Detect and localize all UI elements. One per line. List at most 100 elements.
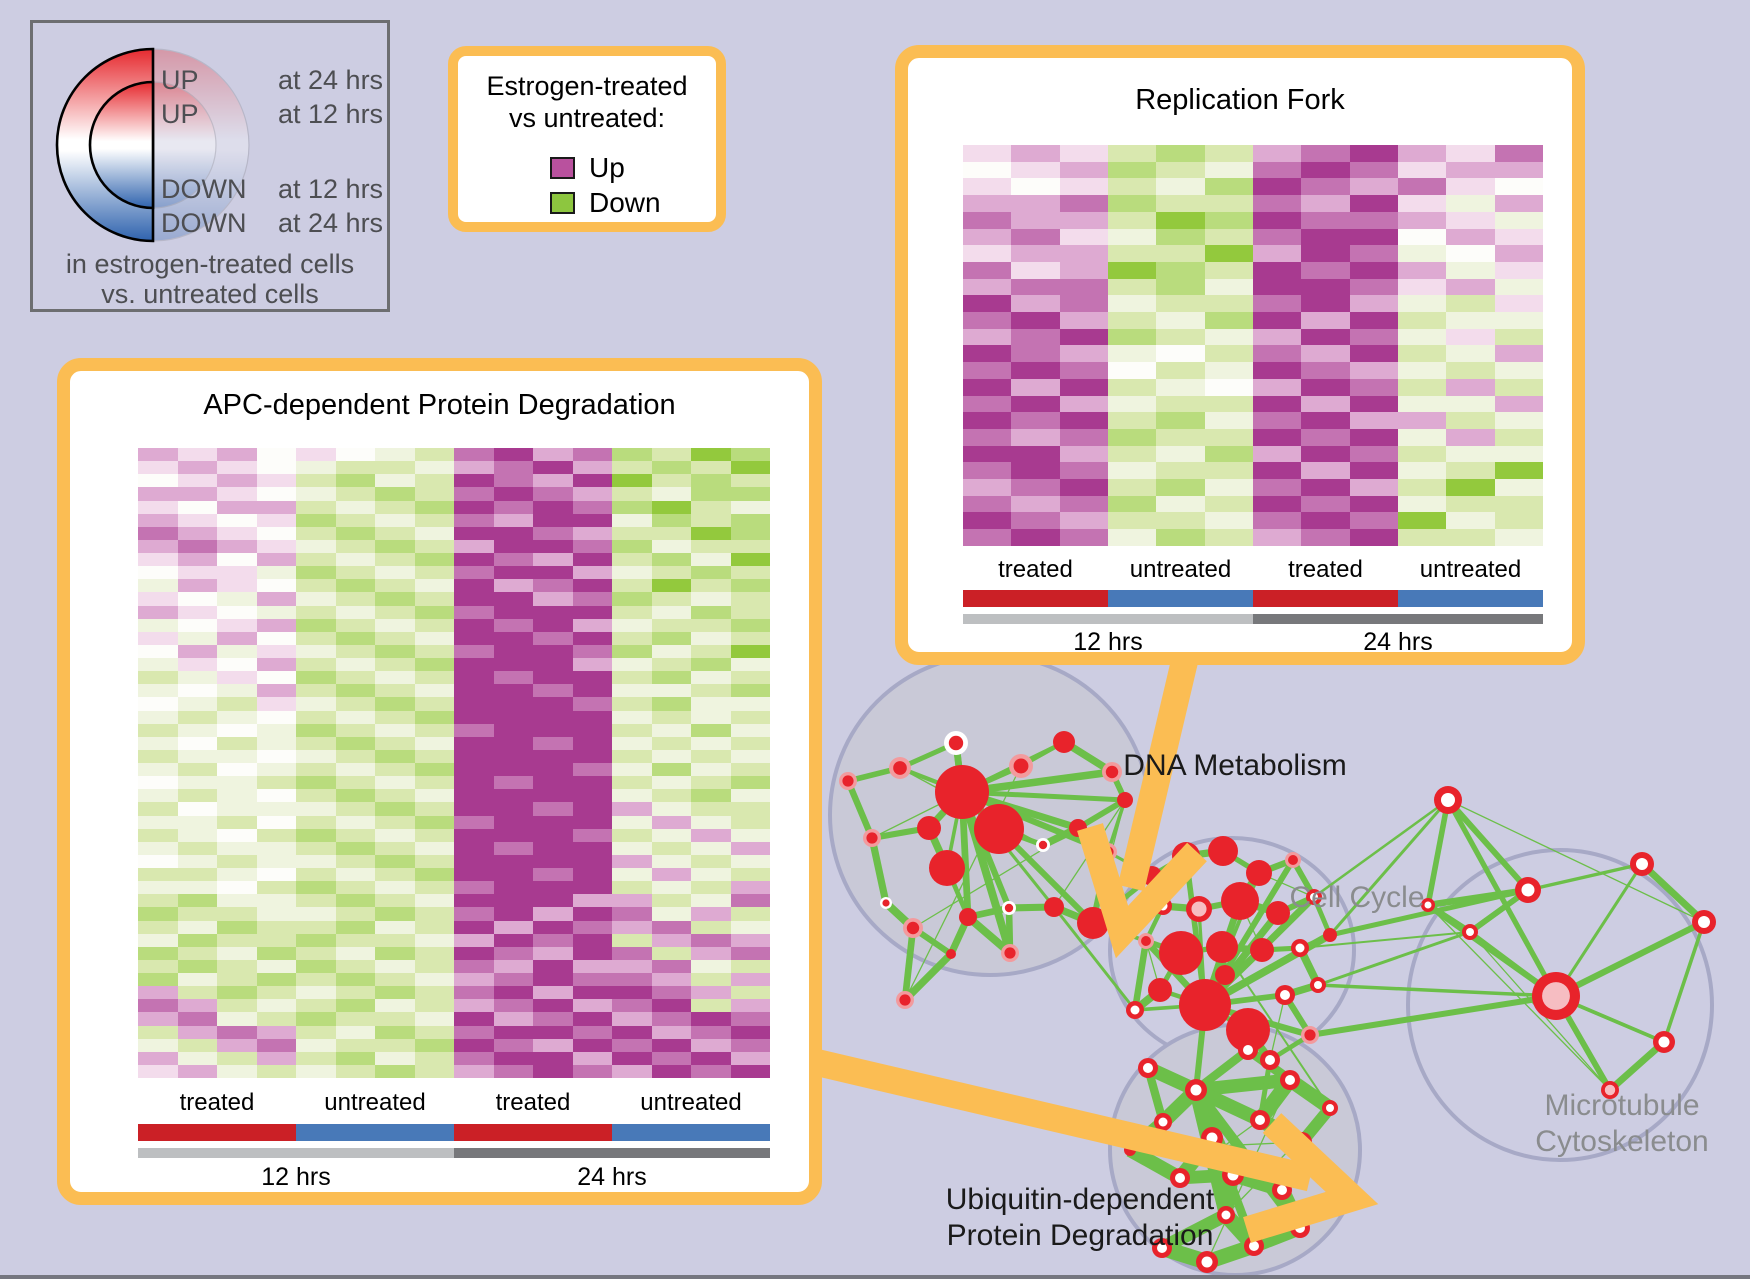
heatmap-cell	[1204, 412, 1253, 429]
network-edge	[1221, 944, 1263, 953]
heatmap-cell	[296, 513, 336, 527]
condition-label: untreated	[1419, 556, 1522, 583]
network-edge	[960, 763, 1023, 795]
heatmap-cell	[612, 592, 652, 606]
heatmap-cell	[138, 1025, 178, 1039]
network-edge	[1299, 933, 1331, 950]
heatmap-cell	[335, 1025, 375, 1039]
heatmap-row	[138, 1051, 770, 1065]
heatmap-cell	[256, 710, 296, 724]
network-edge	[1008, 903, 1055, 912]
heatmap-cell	[1252, 529, 1302, 546]
heatmap-cell	[493, 894, 533, 908]
node-solid	[1148, 978, 1172, 1002]
heatmap-cell	[138, 723, 178, 737]
heatmap-cell	[1446, 512, 1495, 530]
node-ring	[1185, 1079, 1207, 1101]
heatmap-cell	[1446, 145, 1495, 162]
heatmap-cell	[138, 1038, 178, 1052]
heatmap-cell	[572, 684, 612, 698]
heatmap-cell	[217, 1038, 257, 1052]
network-edge	[846, 780, 874, 839]
node-core	[1314, 981, 1322, 989]
heatmap-cell	[454, 461, 494, 475]
heatmap-cell	[1011, 245, 1060, 262]
heatmap-cell	[1494, 462, 1543, 480]
heatmap-cell	[730, 1051, 770, 1065]
heatmap-row	[963, 378, 1543, 396]
heatmap-cell	[533, 644, 573, 658]
network-edge	[1183, 855, 1208, 1006]
network-edge	[959, 790, 1012, 910]
heatmap-cell	[612, 1025, 652, 1039]
network-edge	[1555, 994, 1665, 1044]
heatmap-cell	[1397, 261, 1447, 279]
heatmap-cell	[138, 999, 178, 1013]
heatmap-cell	[138, 684, 178, 698]
heatmap-cell	[414, 959, 454, 973]
heatmap-cell	[1446, 211, 1495, 229]
heatmap-cell	[375, 959, 415, 973]
heatmap-cell	[1059, 211, 1108, 229]
heatmap-row	[138, 736, 770, 750]
heatmap-cell	[177, 802, 217, 816]
heatmap-cell	[572, 539, 612, 553]
heatmap-cell	[256, 868, 296, 882]
heatmap-cell	[963, 512, 1012, 530]
network-edge	[1317, 983, 1557, 998]
heatmap-cell	[454, 1064, 494, 1078]
heatmap-cell	[572, 631, 612, 645]
heatmap-cell	[217, 789, 257, 803]
heatmap-row	[138, 986, 770, 1000]
heatmap-cell	[454, 487, 494, 501]
heatmap-cell	[1107, 228, 1157, 246]
network-edge	[1201, 899, 1244, 1007]
heatmap-cell	[256, 841, 296, 855]
heatmap-cell	[1156, 428, 1205, 446]
heatmap-cell	[1252, 495, 1302, 513]
heatmap-cell	[1301, 462, 1350, 480]
heatmap-cell	[1252, 462, 1302, 480]
heatmap-cell	[256, 684, 296, 698]
condition-bar	[963, 590, 1108, 607]
heatmap-cell	[296, 1064, 336, 1078]
label-dna-metabolism: DNA Metabolism	[1123, 749, 1347, 782]
heatmap-row	[138, 815, 770, 829]
heatmap-cell	[296, 684, 336, 698]
heatmap-cell	[572, 841, 612, 855]
heatmap-cell	[177, 894, 217, 908]
heatmap-cell	[691, 566, 731, 580]
network-edge	[1193, 1083, 1263, 1127]
heatmap-cell	[1446, 345, 1495, 363]
heatmap-cell	[572, 526, 612, 540]
heatmap-cell	[217, 618, 257, 632]
heatmap-cell	[1059, 245, 1108, 262]
label-microtubule-cytoskeleton-line1: Microtubule	[1544, 1089, 1700, 1122]
heatmap-cell	[691, 1051, 731, 1065]
heatmap-cell	[375, 618, 415, 632]
heatmap-cell	[414, 566, 454, 580]
heatmap-cell	[1397, 529, 1447, 546]
network-edge	[1256, 1077, 1294, 1123]
time-bar	[454, 1148, 770, 1158]
heatmap-cell	[414, 933, 454, 947]
heatmap-cell	[1204, 278, 1253, 296]
heatmap-cell	[375, 986, 415, 1000]
heatmap-row	[963, 312, 1543, 329]
heatmap-cell	[375, 710, 415, 724]
heatmap-cell	[256, 513, 296, 527]
heatmap-cell	[1397, 145, 1447, 162]
network-edge	[961, 763, 1022, 795]
heatmap-cell	[1156, 195, 1205, 212]
heatmap-cell	[217, 763, 257, 777]
node-core	[1265, 1055, 1275, 1065]
heatmap-cell	[138, 1064, 178, 1078]
heatmap-cell	[177, 500, 217, 514]
heatmap-cell	[612, 894, 652, 908]
network-edge	[1553, 994, 1613, 1092]
heatmap-cell	[572, 697, 612, 711]
heatmap-cell	[296, 1025, 336, 1039]
heatmap-cell	[217, 605, 257, 619]
heatmap-cell	[1301, 362, 1350, 379]
node-ring	[1002, 901, 1016, 915]
